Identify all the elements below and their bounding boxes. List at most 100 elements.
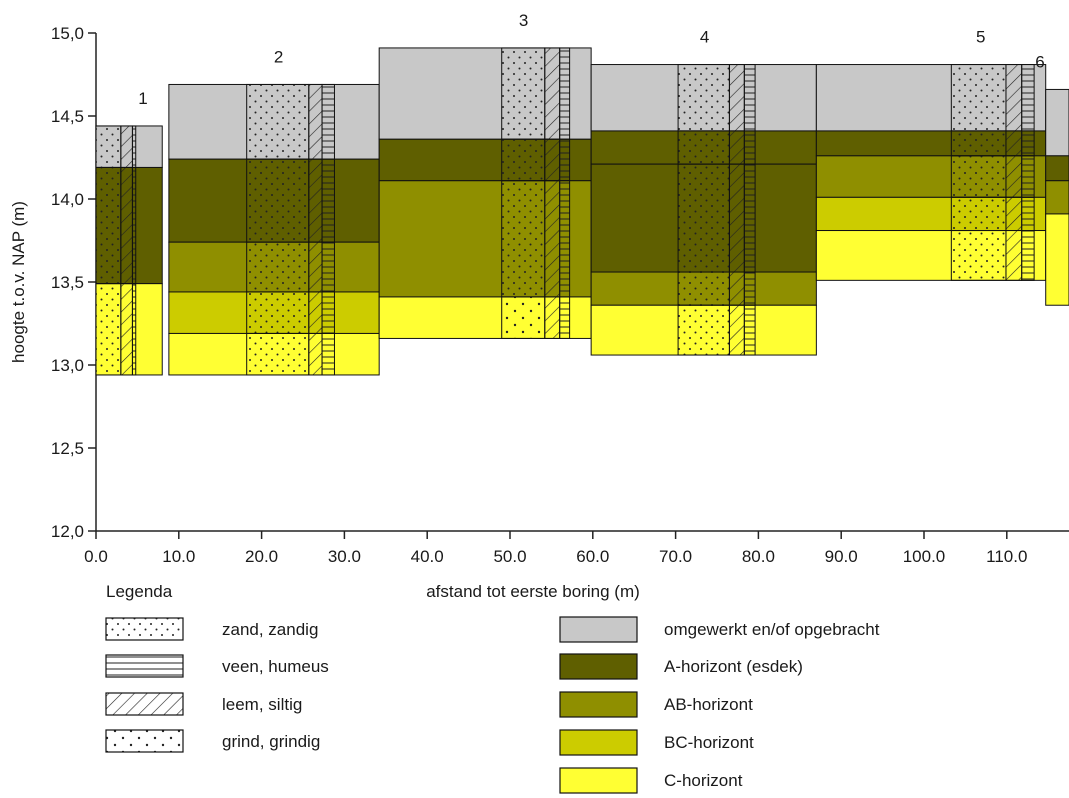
legend-texture-items: zand, zandig veen, humeus leem, siltig grin… [105, 617, 329, 753]
legend-swatch-omgewerkt [559, 616, 638, 643]
soil-profiles: 1 2 3 4 5 6 [95, 11, 1069, 376]
veen-strip [743, 271, 756, 306]
texture-column-zand [501, 138, 546, 182]
axes: 12,012,513,013,514,014,515,0 0.0 10.0 20.0… [9, 24, 1069, 601]
y-axis-title: hoogte t.o.v. NAP (m) [9, 201, 28, 363]
veen-strip [321, 83, 335, 160]
texture-column-zand [950, 130, 1007, 157]
y-tick-label: 14,5 [51, 107, 84, 126]
veen-strip [131, 166, 137, 285]
y-tick-label: 12,0 [51, 522, 84, 541]
boring-1: 1 [95, 89, 163, 376]
leem-strip [308, 158, 323, 243]
texture-column-zand [95, 166, 122, 285]
leem-strip [308, 241, 323, 293]
x-tick-label: 100.0 [903, 547, 946, 566]
y-tick-label: 14,0 [51, 190, 84, 209]
y-tick-label: 13,5 [51, 273, 84, 292]
boring-6: 6 [1035, 52, 1069, 306]
legend-label-C: C-horizont [664, 771, 743, 790]
leem-strip [1005, 230, 1023, 281]
texture-column-zand [501, 47, 546, 140]
boring-label: 6 [1035, 52, 1044, 71]
texture-column-zand [246, 291, 310, 334]
legend-label-BC: BC-horizont [664, 733, 754, 752]
boring-4: 4 [590, 28, 817, 356]
veen-strip [743, 130, 756, 165]
veen-strip [131, 283, 137, 376]
texture-column-zand [950, 155, 1007, 198]
x-ticks: 0.0 10.0 20.0 30.0 40.0 50.0 60.0 70.0 80.0 90.0 1… [84, 531, 1069, 566]
x-tick-label: 30.0 [328, 547, 361, 566]
texture-column-grind [501, 296, 546, 339]
x-tick-label: 70.0 [659, 547, 692, 566]
leem-strip [728, 304, 745, 356]
x-tick-label: 80.0 [742, 547, 775, 566]
leem-strip [308, 83, 323, 160]
veen-strip [131, 125, 137, 168]
texture-column-zand [95, 283, 122, 376]
leem-strip [1005, 130, 1023, 157]
veen-strip [743, 64, 756, 132]
boring-label: 2 [274, 47, 283, 66]
leem-strip [544, 47, 561, 140]
leem-strip [728, 64, 745, 132]
x-tick-label: 0.0 [84, 547, 108, 566]
leem-strip [1005, 196, 1023, 232]
y-tick-label: 12,5 [51, 439, 84, 458]
legend: Legenda zand, zandig veen, humeus leem, si… [105, 582, 880, 794]
legend-label-zand: zand, zandig [222, 620, 318, 639]
leem-strip [120, 125, 133, 168]
boring-label: 5 [976, 28, 985, 47]
leem-strip [308, 332, 323, 376]
x-tick-label: 90.0 [825, 547, 858, 566]
boring-label: 1 [138, 89, 147, 108]
legend-swatch-AB [559, 691, 638, 718]
x-tick-label: 20.0 [245, 547, 278, 566]
leem-strip [1005, 155, 1023, 198]
horizon-band-A [1045, 155, 1069, 182]
legend-label-veen: veen, humeus [222, 657, 329, 676]
veen-strip [321, 241, 335, 293]
legend-label-grind: grind, grindig [222, 732, 320, 751]
leem-strip [544, 296, 561, 339]
legend-label-omgewerkt: omgewerkt en/of opgebracht [664, 620, 880, 639]
legend-label-A: A-horizont (esdek) [664, 657, 803, 676]
texture-column-zand [95, 125, 122, 168]
texture-column-zand [246, 158, 310, 243]
y-ticks: 12,0 12,5 13,0 13,5 14,0 14,5 15,0 [51, 24, 96, 541]
leem-strip [1005, 64, 1023, 132]
leem-strip [728, 163, 745, 273]
horizon-band-AB [1045, 180, 1069, 215]
boring-5: 5 [815, 28, 1047, 281]
leem-strip [544, 138, 561, 182]
texture-column-zand [501, 180, 546, 298]
x-tick-label: 60.0 [576, 547, 609, 566]
x-axis-title: afstand tot eerste boring (m) [426, 582, 640, 601]
veen-strip [559, 180, 571, 298]
veen-strip [743, 163, 756, 273]
veen-strip [1021, 196, 1035, 232]
y-tick-label: 15,0 [51, 24, 84, 43]
leem-strip [544, 180, 561, 298]
veen-strip [559, 47, 571, 140]
texture-column-zand [246, 83, 310, 160]
y-tick-label: 13,0 [51, 356, 84, 375]
legend-swatch-leem [105, 692, 184, 716]
legend-swatch-grind [105, 729, 184, 753]
leem-strip [120, 283, 133, 376]
veen-strip [321, 158, 335, 243]
veen-strip [1021, 130, 1035, 157]
veen-strip [321, 332, 335, 376]
legend-label-leem: leem, siltig [222, 695, 302, 714]
veen-strip [1021, 155, 1035, 198]
horizon-band-C [1045, 213, 1069, 306]
veen-strip [559, 296, 571, 339]
legend-horizon-items: omgewerkt en/of opgebracht A-horizont (es… [559, 616, 880, 794]
boring-3: 3 [378, 11, 592, 339]
leem-strip [728, 130, 745, 165]
leem-strip [120, 166, 133, 285]
texture-column-zand [246, 332, 310, 376]
texture-column-zand [950, 196, 1007, 232]
x-tick-label: 40.0 [411, 547, 444, 566]
